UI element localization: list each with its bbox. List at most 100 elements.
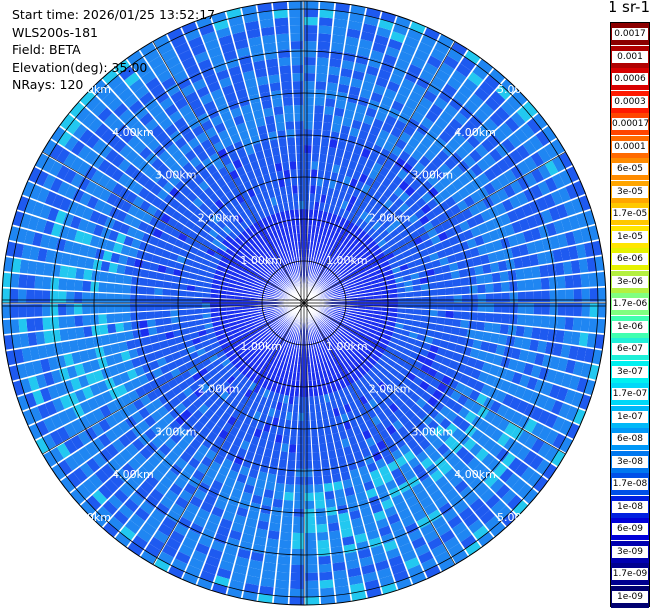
range-bin [387,460,399,472]
range-bin [410,571,427,585]
range-bin [370,321,380,327]
range-bin [253,319,262,325]
range-bin [209,403,220,414]
range-bin [342,478,354,489]
range-bin [388,555,404,567]
range-bin [24,230,36,246]
range-bin [362,571,378,583]
range-bin [144,543,161,558]
range-bin [177,77,192,90]
range-bin [477,371,489,383]
range-bin [412,376,424,386]
range-bin [2,319,12,335]
range-bin [170,289,179,297]
range-bin [124,265,134,276]
range-bin [71,351,82,365]
range-bin [297,177,304,186]
range-bin [174,42,190,56]
range-bin [313,209,319,218]
range-bin [149,216,160,228]
range-bin [257,377,265,387]
range-bin [106,133,121,149]
range-bin [376,327,386,334]
range-bin [120,350,131,362]
range-bin [479,509,496,525]
range-bin [322,369,329,379]
range-ring-label: 4.00km [454,468,496,481]
range-bin [268,74,280,84]
range-bin [262,207,270,218]
range-bin [286,137,296,146]
range-bin [387,513,401,525]
range-bin [118,341,129,353]
range-bin [280,283,288,290]
range-bin [455,362,467,374]
range-bin [364,315,373,321]
range-ring-label: 5.00km [69,511,111,524]
range-bin [532,278,542,290]
range-bin [274,17,289,27]
range-bin [399,462,412,475]
range-bin [208,513,222,526]
range-bin [207,46,222,59]
range-bin [372,375,382,385]
range-bin [261,99,273,110]
range-bin [236,260,246,268]
range-ring-label: 1.00km [326,340,368,353]
range-bin [277,377,284,387]
range-bin [552,432,566,449]
range-bin [162,288,171,296]
range-bin [54,210,67,225]
range-bin [276,563,291,573]
range-bin [104,163,118,178]
range-bin [269,82,281,92]
range-bin [114,532,132,548]
range-bin [304,40,317,50]
range-bin [211,283,220,290]
range-bin [188,366,199,376]
range-bin [284,492,295,501]
range-bin [319,145,329,155]
range-bin [295,468,304,478]
range-bin [156,239,167,250]
range-bin [210,307,219,313]
range-bin [304,32,317,42]
range-bin [369,49,384,62]
range-bin [130,472,145,486]
range-bin [470,402,483,415]
range-bin [139,91,154,106]
range-bin [285,185,292,195]
range-bin [329,358,336,367]
range-bin [276,368,283,378]
range-bin [345,357,354,366]
range-bin [289,161,297,170]
range-bin [107,97,123,113]
range-bin [444,349,455,359]
range-bin [305,540,317,549]
range-bin [541,381,554,396]
range-bin [42,139,57,156]
range-bin [234,204,244,214]
range-bin [296,444,304,453]
range-bin [383,407,394,418]
range-bin [360,325,370,332]
range-bin [318,318,326,326]
range-bin [216,567,232,580]
range-bin [327,514,339,524]
range-bin [237,548,252,560]
range-bin [406,356,417,366]
range-bin [92,408,105,422]
range-bin [373,384,383,395]
range-bin [220,276,230,283]
range-bin [547,328,557,342]
range-bin [201,474,215,487]
range-bin [414,386,426,397]
range-bin [66,304,75,316]
range-bin [170,530,186,544]
range-bin [451,351,462,362]
range-bin [166,509,181,523]
range-bin [131,57,148,72]
range-bin [82,386,94,400]
range-bin [126,402,138,416]
range-bin [131,411,144,425]
